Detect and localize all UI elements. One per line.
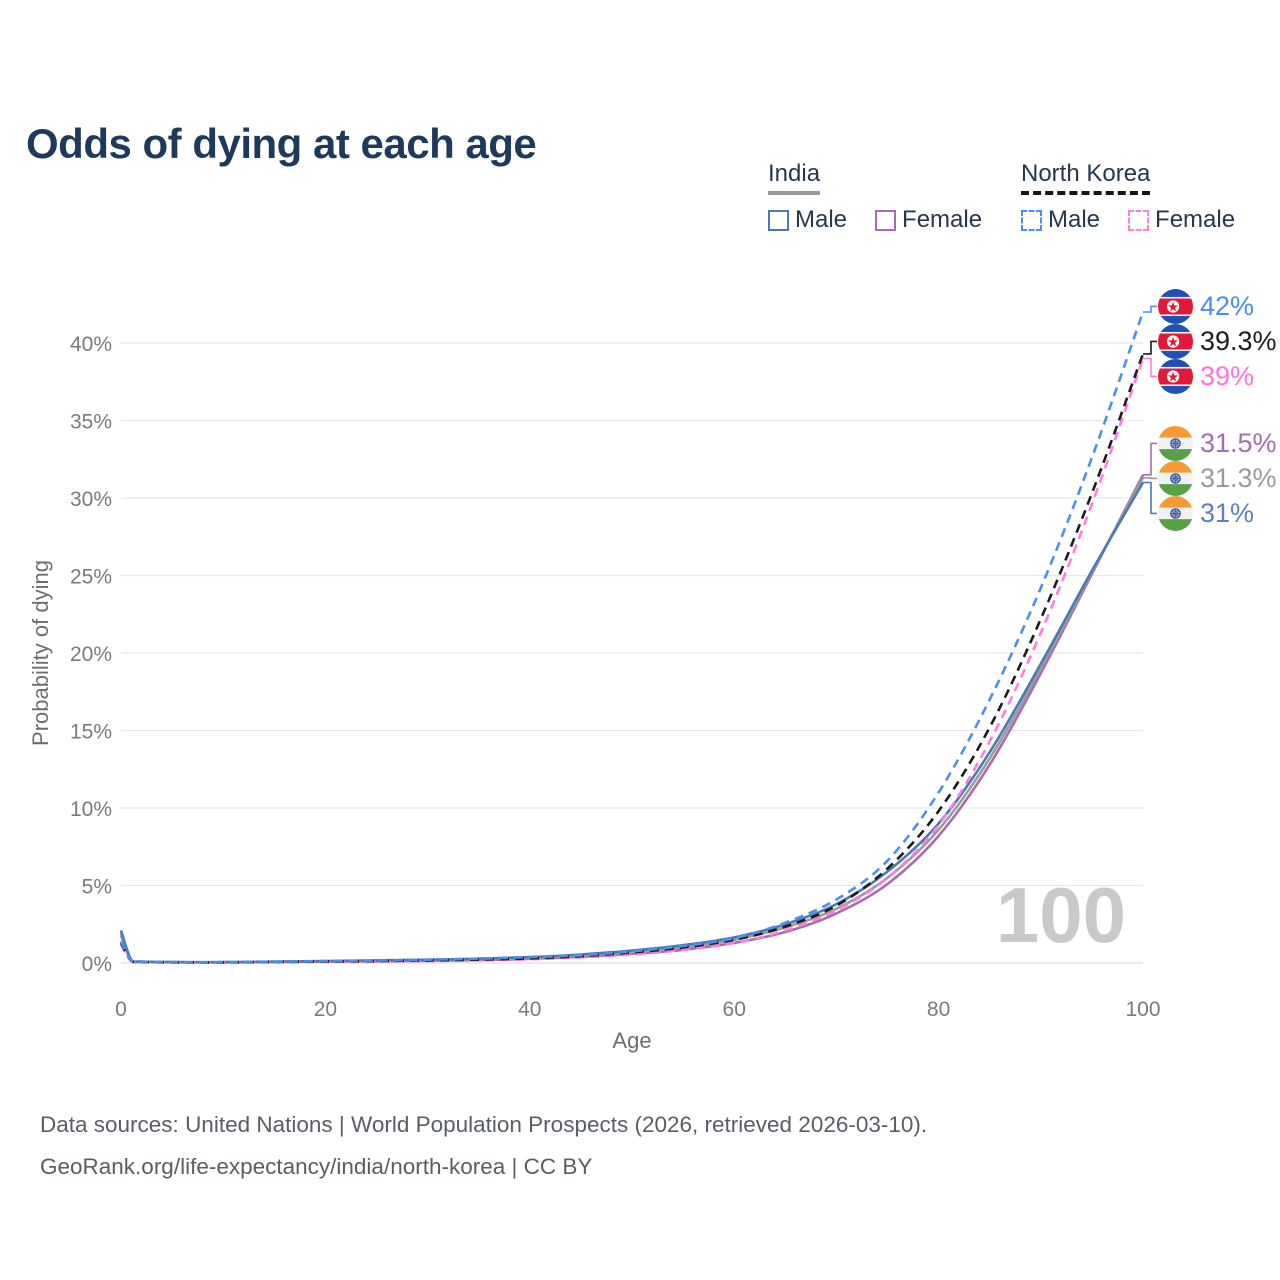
x-tick-label: 80 (927, 998, 950, 1021)
series-line-north-korea-female (119, 358, 1145, 964)
legend-group-title-india: India (768, 160, 821, 195)
source-attribution: Data sources: United Nations | World Pop… (40, 1104, 927, 1188)
label-leader-line-india-male (1143, 481, 1157, 515)
label-leader-line-india-female (1143, 442, 1157, 476)
page-title: Odds of dying at each age (26, 120, 537, 168)
legend-item-label: Female (902, 206, 983, 233)
y-tick-label: 5% (82, 876, 112, 899)
age-watermark: 100 (996, 871, 1126, 959)
legend-item-north-korea-female[interactable]: Female (1128, 206, 1235, 234)
y-tick-label: 35% (70, 411, 112, 434)
y-tick-label: 25% (70, 566, 112, 589)
y-tick-label: 20% (70, 643, 112, 666)
north-korea-female-swatch (1128, 209, 1150, 231)
legend-group-title-north-korea: North Korea (1021, 160, 1151, 195)
legend-item-north-korea-male[interactable]: Male (1021, 206, 1100, 234)
chart-legend: India Male Female North Korea Male Femal… (0, 160, 1280, 250)
y-tick-label: 30% (70, 488, 112, 511)
x-tick-label: 60 (723, 998, 746, 1021)
india-male-swatch (768, 209, 789, 231)
y-tick-label: 0% (82, 953, 112, 976)
x-tick-label: 0 (115, 998, 127, 1021)
y-tick-label: 15% (70, 721, 112, 744)
india-female-swatch (875, 209, 897, 231)
x-tick-label: 20 (314, 998, 337, 1021)
label-leader-line-india-all (1143, 477, 1157, 480)
series-line-india-female (119, 474, 1145, 964)
series-line-india-all (119, 477, 1145, 964)
y-axis-title: Probability of dying (28, 560, 53, 746)
y-tick-label: 10% (70, 798, 112, 821)
label-leader-line-north-korea-male (1143, 305, 1157, 313)
legend-item-label: Male (1048, 206, 1101, 233)
legend-item-label: Female (1155, 206, 1236, 233)
series-line-north-korea-male (119, 311, 1145, 964)
legend-item-label: Male (795, 206, 848, 233)
series-line-india-male (119, 481, 1145, 964)
y-tick-label: 40% (70, 333, 112, 356)
legend-group-north-korea: North Korea Male Female (1021, 160, 1235, 234)
x-tick-label: 100 (1125, 998, 1160, 1021)
source-url-line: GeoRank.org/life-expectancy/india/north-… (40, 1154, 593, 1179)
series-line-north-korea-all (119, 353, 1145, 964)
legend-item-india-female[interactable]: Female (875, 206, 982, 234)
x-tick-label: 40 (518, 998, 541, 1021)
x-axis-title: Age (612, 1028, 651, 1053)
data-sources-line: Data sources: United Nations | World Pop… (40, 1112, 928, 1137)
label-leader-line-north-korea-all (1143, 340, 1157, 355)
north-korea-male-swatch (1021, 209, 1042, 231)
legend-item-india-male[interactable]: Male (768, 206, 847, 234)
label-leader-line-north-korea-female (1143, 357, 1157, 378)
legend-group-india: India Male Female (768, 160, 982, 234)
